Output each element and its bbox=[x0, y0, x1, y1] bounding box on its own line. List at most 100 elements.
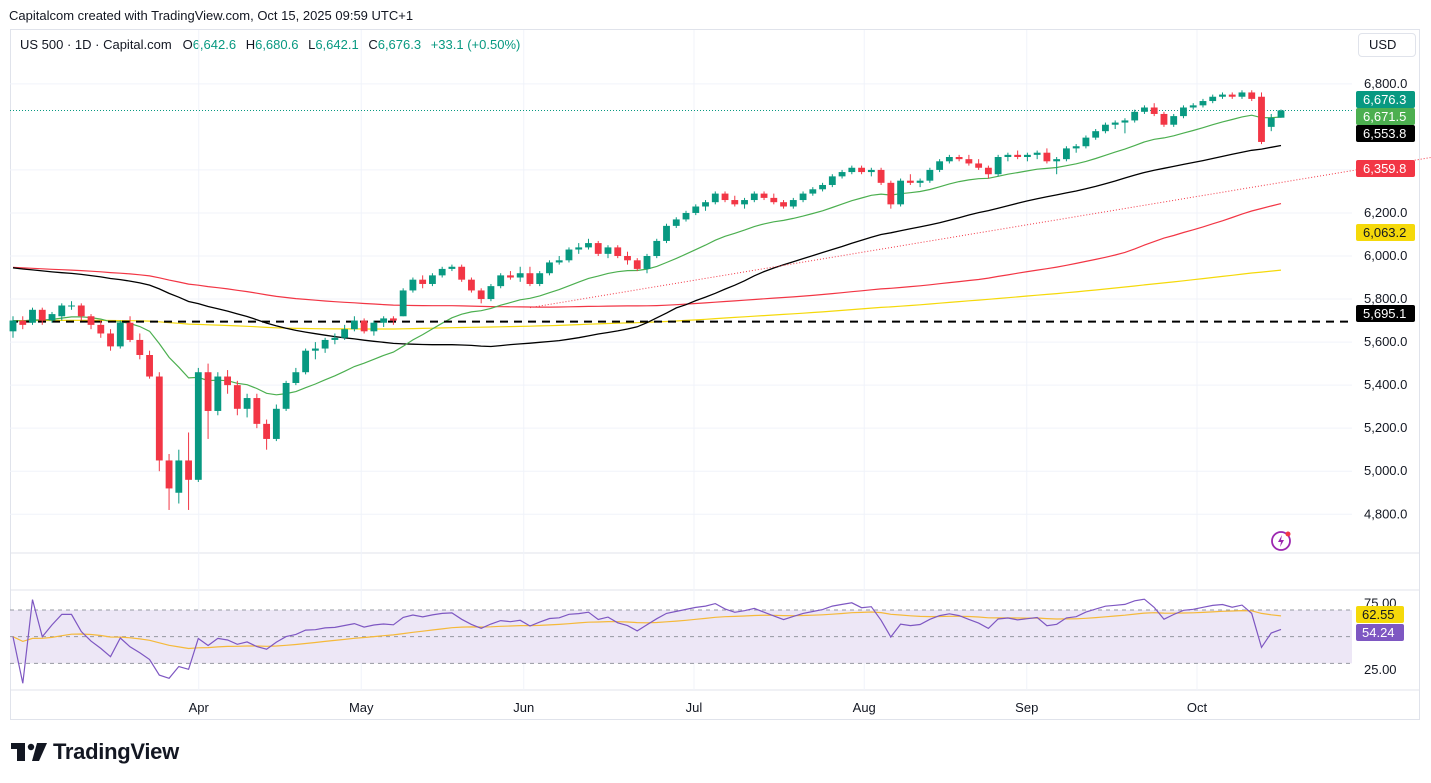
candle-body bbox=[448, 266, 456, 269]
candle bbox=[575, 243, 583, 254]
candle bbox=[916, 178, 924, 188]
candle-body bbox=[780, 202, 787, 207]
candle bbox=[702, 200, 709, 211]
candle bbox=[429, 273, 436, 287]
price-tick-label: 5,400.0 bbox=[1364, 377, 1407, 392]
candle bbox=[1141, 105, 1148, 114]
candle bbox=[1072, 144, 1080, 153]
candle bbox=[1170, 113, 1178, 127]
candle bbox=[877, 167, 885, 185]
price-badge-label: 6,676.3 bbox=[1363, 92, 1406, 107]
currency-selector[interactable]: USD bbox=[1358, 33, 1416, 57]
candle-body bbox=[750, 193, 758, 201]
candle bbox=[1111, 120, 1119, 130]
candle-body bbox=[770, 197, 778, 203]
candle bbox=[721, 191, 729, 203]
candle bbox=[1238, 90, 1246, 99]
candle-body bbox=[965, 159, 973, 164]
candle-body bbox=[370, 322, 378, 332]
candle-body bbox=[565, 249, 573, 261]
candle bbox=[438, 266, 446, 278]
symbol-name[interactable]: US 500 · 1D · Capital.com bbox=[20, 37, 172, 52]
candle bbox=[380, 316, 388, 328]
price-badge-label: 5,695.1 bbox=[1363, 306, 1406, 321]
rsi-badge-label: 54.24 bbox=[1362, 625, 1395, 640]
candle-body bbox=[643, 256, 651, 269]
candle bbox=[350, 316, 358, 332]
price-badge bbox=[1356, 108, 1415, 125]
candle bbox=[760, 191, 768, 201]
candle bbox=[994, 154, 1002, 177]
candle bbox=[663, 223, 670, 244]
candle bbox=[897, 178, 905, 207]
candle bbox=[1131, 109, 1139, 123]
candle-body bbox=[721, 193, 729, 201]
candle-body bbox=[984, 167, 992, 175]
candle-body bbox=[409, 279, 417, 291]
candle-body bbox=[321, 339, 329, 349]
candle bbox=[468, 277, 475, 293]
candle-body bbox=[760, 193, 768, 198]
candle-body bbox=[1053, 159, 1061, 162]
candle bbox=[984, 165, 992, 179]
candle-body bbox=[1033, 152, 1041, 155]
candle-body bbox=[1277, 110, 1285, 118]
candle-body bbox=[87, 316, 95, 325]
open-label: O bbox=[182, 37, 193, 52]
candle-body bbox=[155, 376, 163, 461]
candle bbox=[799, 191, 807, 203]
price-tick-label: 6,200.0 bbox=[1364, 205, 1407, 220]
candle bbox=[399, 288, 407, 317]
candle-body bbox=[1180, 107, 1187, 117]
candle bbox=[828, 174, 836, 188]
flash-icon[interactable] bbox=[1270, 530, 1292, 557]
tradingview-logo[interactable]: TradingView bbox=[11, 739, 179, 765]
candle-body bbox=[136, 339, 144, 355]
candle-body bbox=[331, 337, 339, 340]
candle-body bbox=[487, 286, 495, 300]
rsi-line bbox=[12, 598, 1282, 684]
candle bbox=[526, 266, 534, 287]
candle bbox=[370, 320, 378, 336]
price-tick-label: 6,000.0 bbox=[1364, 248, 1407, 263]
candle-body bbox=[926, 169, 934, 181]
candle-body bbox=[311, 348, 319, 351]
candle bbox=[516, 266, 524, 282]
candle-body bbox=[302, 350, 310, 373]
price-tick-label: 4,800.0 bbox=[1364, 506, 1407, 521]
sma50-line bbox=[12, 144, 1282, 348]
candle-body bbox=[624, 256, 631, 261]
candle bbox=[536, 271, 544, 287]
candle-body bbox=[272, 408, 280, 439]
candle-body bbox=[536, 273, 544, 284]
candle-body bbox=[1199, 101, 1207, 106]
low-value: 6,642.1 bbox=[315, 37, 359, 52]
candle-body bbox=[867, 169, 875, 173]
candle bbox=[419, 275, 427, 289]
candle-body bbox=[224, 376, 231, 386]
candle bbox=[1209, 94, 1217, 104]
rsi-badge bbox=[1356, 606, 1404, 623]
candle bbox=[48, 311, 56, 323]
chart-credit: Capitalcom created with TradingView.com,… bbox=[9, 8, 414, 23]
candle-body bbox=[828, 176, 836, 185]
candle-body bbox=[497, 275, 505, 287]
candle bbox=[838, 169, 846, 179]
candle bbox=[204, 363, 212, 439]
candle bbox=[507, 271, 514, 280]
candle bbox=[672, 217, 680, 229]
candle-body bbox=[555, 260, 563, 263]
candle bbox=[107, 329, 114, 351]
candle bbox=[887, 180, 895, 209]
candle-body bbox=[38, 309, 46, 321]
candle-body bbox=[253, 398, 261, 424]
candle bbox=[1150, 103, 1158, 117]
candle bbox=[1189, 103, 1197, 110]
candle-body bbox=[263, 423, 271, 439]
candle bbox=[633, 258, 641, 272]
candle-body bbox=[19, 320, 27, 325]
candle-body bbox=[458, 266, 466, 280]
candle bbox=[1004, 152, 1012, 162]
candle bbox=[185, 432, 192, 510]
